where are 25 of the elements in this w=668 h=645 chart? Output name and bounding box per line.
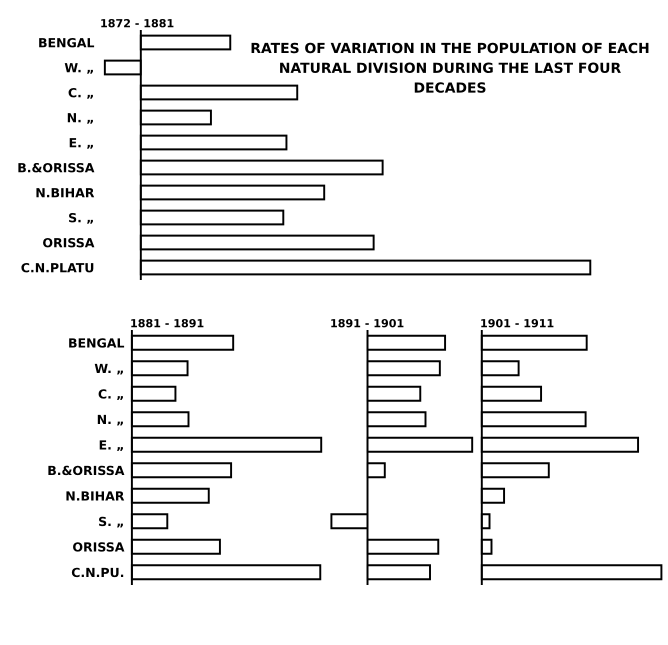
y-tick-label: N.BIHAR: [66, 491, 124, 500]
y-tick-label: N. „: [68, 113, 93, 124]
y-tick-label: C.N.PU.: [72, 568, 124, 578]
y-tick-label: S. „: [99, 516, 123, 528]
y-tick-label: B.&ORISSA: [18, 162, 94, 172]
y-tick-label: ORISSA: [43, 238, 94, 248]
y-tick-label: ORISSA: [73, 542, 124, 552]
y-tick-label: S. „: [69, 212, 93, 224]
chart-title: 1881 - 1891: [131, 318, 204, 328]
chart-title: 1901 - 1911: [481, 318, 554, 328]
y-tick-label: E. „: [70, 138, 93, 149]
y-tick-label: B.&ORISSA: [48, 466, 124, 476]
y-tick-label: C.N.PLATU: [21, 262, 94, 272]
y-tick-label: N. „: [98, 414, 123, 426]
annotation: RATES OF VARIATION IN THE POPULATION OF EACH NATURAL DIVISION DURING THE LAST FOUR DECADES: [252, 42, 648, 93]
chart-title: 1891 - 1901: [331, 318, 404, 328]
y-tick-label: C. „: [98, 389, 123, 400]
y-tick-label: N.BIHAR: [36, 188, 94, 198]
y-tick-label: W. „: [64, 63, 93, 74]
y-tick-label: BENGAL: [39, 38, 94, 48]
y-tick-label: E. „: [100, 440, 123, 452]
y-tick-label: W. „: [94, 364, 123, 375]
y-tick-label: C. „: [68, 88, 93, 99]
chart-title: 1872 - 1881: [101, 18, 174, 28]
y-tick-label: BENGAL: [69, 338, 124, 348]
